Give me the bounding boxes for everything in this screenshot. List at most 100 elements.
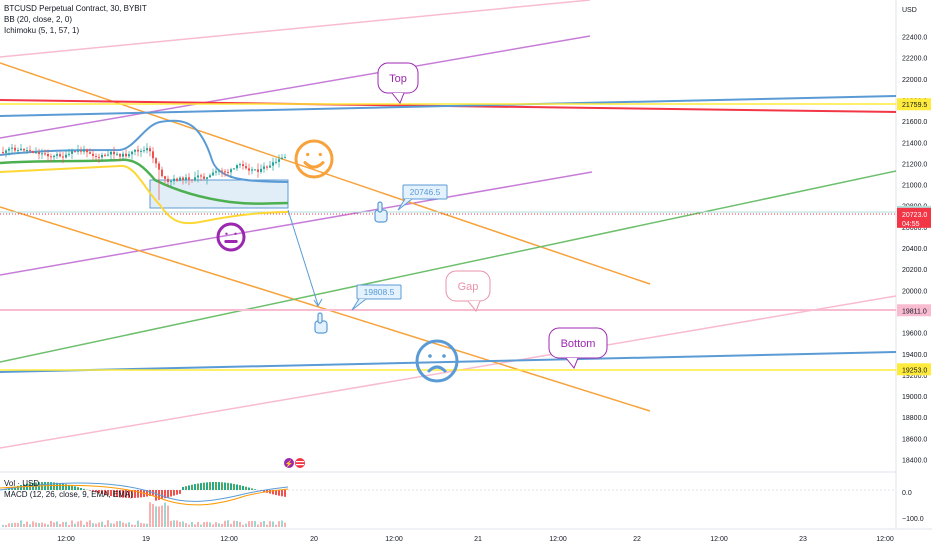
purple-channel-mid (0, 171, 593, 276)
us-flag-stripe (296, 461, 304, 463)
volume-bar (131, 524, 133, 527)
macd-histogram-bar (206, 482, 208, 490)
candle-body (170, 181, 172, 183)
candle-body (161, 169, 163, 177)
volume-bar (230, 523, 232, 527)
volume-bar (119, 520, 121, 527)
volume-bar (125, 523, 127, 527)
volume-bar (107, 520, 109, 527)
macd-histogram-bar (188, 485, 190, 490)
macd-histogram-bar (203, 482, 205, 490)
volume-bar (128, 522, 130, 527)
volume-bar (197, 521, 199, 527)
macd-histogram-bar (80, 487, 82, 490)
volume-bar (251, 520, 253, 527)
neutral-face-icon (216, 222, 246, 252)
macd-histogram-bar (155, 490, 157, 501)
macd-histogram-bar (65, 484, 67, 490)
price-tick-label: 18800.0 (902, 415, 927, 422)
macd-histogram-bar (119, 490, 121, 498)
candle-body (254, 169, 256, 171)
macd-histogram-bar (221, 482, 223, 490)
candle-body (35, 152, 37, 154)
macd-histogram-bar (197, 483, 199, 490)
candle-body (212, 172, 214, 176)
candle-body (194, 177, 196, 181)
time-tick-label: 19 (142, 536, 150, 543)
candle-body (11, 147, 13, 149)
time-tick-label: 20 (310, 536, 318, 543)
legend-vol: Vol · USD (4, 479, 40, 488)
candle-body (89, 152, 91, 154)
macd-histogram-bar (245, 486, 247, 490)
candle-body (236, 165, 238, 169)
candle-body (173, 178, 175, 182)
candle-body (275, 161, 277, 163)
candle-body (137, 149, 139, 152)
candle-body (197, 175, 199, 178)
volume-bar (221, 523, 223, 527)
macd-histogram-bar (140, 490, 142, 498)
candle-body (218, 170, 220, 172)
volume-bar (41, 522, 43, 527)
macd-histogram-bar (131, 490, 133, 498)
candle-body (284, 157, 286, 159)
green-trend-line (0, 170, 897, 363)
macd-histogram-bar (113, 490, 115, 497)
legend-macd: MACD (12, 26, close, 9, EMA, EMA) (4, 490, 133, 499)
candle-body (245, 166, 247, 169)
candle-body (50, 156, 52, 158)
price-tick-label: 20000.0 (902, 288, 927, 295)
macd-histogram-bar (77, 487, 79, 490)
callout-text: Bottom (561, 338, 596, 350)
candle-body (95, 155, 97, 157)
price-tick-label: 22400.0 (902, 35, 927, 42)
candle-body (83, 149, 85, 152)
sad-face-icon (415, 339, 459, 383)
time-tick-label: 12:00 (57, 536, 75, 543)
macd-histogram-bar (236, 484, 238, 490)
macd-histogram-bar (161, 490, 163, 500)
macd-histogram-bar (191, 484, 193, 490)
smiley-face-icon-eye (306, 152, 310, 157)
macd-histogram-bar (5, 489, 7, 490)
macd-histogram-bar (218, 482, 220, 490)
price-badge-countdown: 04:55 (902, 221, 920, 228)
volume-bar (140, 522, 142, 527)
macd-histogram-bar (71, 485, 73, 490)
candle-body (209, 175, 211, 178)
candle-body (32, 150, 34, 153)
volume-bar (104, 524, 106, 527)
price-badge-text: 21759.5 (902, 102, 927, 109)
candle-body (59, 154, 61, 157)
macd-histogram-bar (20, 485, 22, 490)
price-tick-label: 19000.0 (902, 394, 927, 401)
pointing-hand-icon (374, 201, 388, 223)
candle-body (191, 179, 193, 181)
candle-body (224, 171, 226, 173)
pink-channel-top (0, 0, 591, 58)
volume-bar (95, 523, 97, 527)
price-tick-label: 18600.0 (902, 436, 927, 443)
volume-bar (92, 523, 94, 527)
lightning-glyph: ⚡ (285, 459, 294, 468)
volume-bar (89, 520, 91, 527)
candle-body (56, 154, 58, 156)
macd-histogram-bar (23, 484, 25, 490)
macd-histogram-bar (263, 490, 265, 492)
volume-bar (170, 520, 172, 527)
callout-text: 20746.5 (410, 187, 441, 197)
macd-histogram-bar (248, 487, 250, 490)
volume-bar (2, 524, 4, 527)
macd-histogram-bar (242, 485, 244, 490)
volume-bar (35, 522, 37, 527)
volume-bar (23, 524, 25, 527)
candle-body (47, 153, 49, 157)
macd-histogram-bar (14, 486, 16, 490)
time-tick-label: 12:00 (710, 536, 728, 543)
volume-bar (116, 521, 118, 527)
macd-histogram-bar (269, 490, 271, 494)
volume-bar (275, 524, 277, 527)
macd-histogram-bar (134, 490, 136, 498)
